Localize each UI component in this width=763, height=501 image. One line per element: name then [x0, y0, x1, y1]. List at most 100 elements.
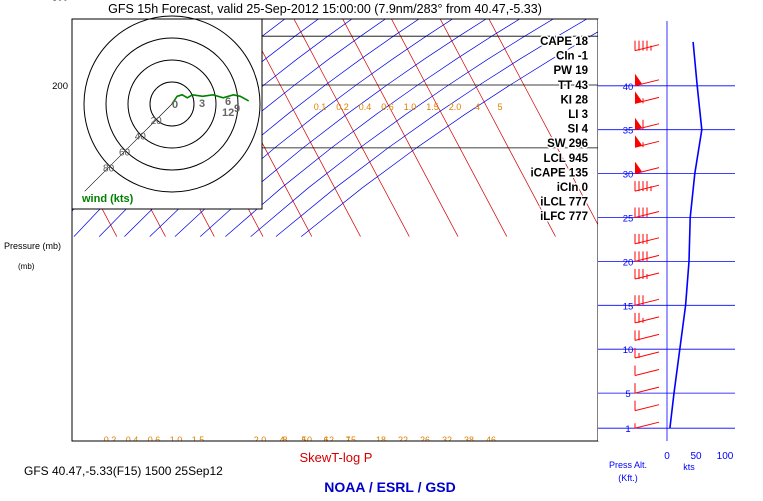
index-li: LI 3	[568, 109, 588, 121]
hodograph-ring	[105, 37, 239, 171]
pressure-axis-unit: (mb)	[18, 262, 35, 271]
wind-barb	[634, 233, 660, 245]
dry-adiabat	[275, 19, 588, 237]
stability-indices: CAPE 18 CIn -1 PW 19 TT 43 KI 28 LI 3 SI 4 SW 2…	[529, 35, 590, 225]
dry-adiabat	[72, 19, 286, 212]
hodograph-hour-mark: 0	[172, 99, 178, 111]
dry-adiabat	[73, 19, 319, 237]
wind-barb	[634, 181, 660, 192]
wind-barb	[634, 421, 660, 429]
alt-tick-label: 1	[625, 424, 630, 435]
mixing-ratio-label-bottom: 46	[486, 435, 496, 445]
mixing-ratio-label-bottom: 32	[442, 435, 452, 445]
mixing-ratio-label-top: 5	[497, 102, 502, 112]
hodograph-ring	[149, 81, 195, 127]
mixing-ratio-label-bottom: 10	[302, 435, 312, 445]
pressure-tick-label: 300	[52, 0, 68, 3]
hodograph-hour-mark: 3	[199, 98, 205, 110]
hodograph-hour-mark: 12	[222, 107, 234, 119]
mixing-ratio-label-bottom: 15	[346, 435, 356, 445]
index-ki: KI 28	[561, 94, 589, 106]
isotherm	[342, 19, 459, 237]
wind-barb	[634, 365, 660, 376]
mixing-ratio-label-top: 0.6	[381, 102, 394, 112]
chart-title: GFS 15h Forecast, valid 25-Sep-2012 15:0…	[108, 2, 542, 16]
wind-barb-pennant	[635, 117, 642, 130]
alt-tick-label: 5	[625, 389, 630, 400]
mixing-ratio-label-bottom: 0.6	[148, 435, 161, 445]
mixing-ratio-label-bottom: 26	[420, 435, 430, 445]
mixing-ratio-label-bottom: 12	[324, 435, 334, 445]
index-icin: iCIn 0	[557, 182, 588, 194]
index-tt: TT 43	[558, 80, 588, 92]
mixing-ratio-label-top: 2.0	[449, 102, 462, 112]
wind-barb	[634, 91, 660, 104]
mixing-ratio-label-bottom: 22	[398, 435, 408, 445]
wind-barb	[634, 135, 660, 148]
wind-barb-pennant	[635, 91, 642, 104]
wind-barb	[634, 40, 660, 52]
mixing-ratio-label-bottom: 6	[323, 435, 328, 445]
hodograph-ring	[83, 15, 261, 193]
hodograph-frame	[71, 18, 263, 210]
hodograph-trace	[171, 93, 250, 105]
alt-tick-label: 30	[623, 170, 634, 181]
wind-barb	[634, 295, 660, 306]
isotherm	[293, 19, 410, 237]
wind-barb	[634, 117, 660, 131]
press-alt-label: Press Alt.	[609, 460, 647, 470]
mixing-ratio-label-bottom: 0.2	[104, 435, 117, 445]
hodograph-hour-mark: 9	[234, 103, 240, 115]
wind-barb	[634, 251, 660, 262]
dry-adiabat	[149, 19, 420, 237]
wind-barb	[634, 312, 660, 324]
wind-barb-staff	[634, 140, 660, 148]
alt-tick-label: 10	[623, 345, 634, 356]
wind-barb-staff	[634, 167, 660, 175]
wind-barb-pennant	[635, 73, 642, 86]
mixing-ratio-label-bottom: 1.5	[192, 435, 205, 445]
dry-adiabat	[250, 19, 554, 237]
index-sw: SW 296	[547, 138, 588, 150]
mixing-ratio-label-bottom: 1.0	[170, 435, 183, 445]
hodograph-hour-mark: 6	[225, 96, 231, 108]
mixing-ratio-label-top: 0.2	[336, 102, 349, 112]
mixing-ratio-label-top: 0.1	[314, 102, 327, 112]
index-si: SI 4	[568, 124, 589, 136]
wind-barb	[634, 73, 660, 87]
hodograph-ring-label: 20	[151, 116, 163, 127]
mixing-ratio-label-top: 1.0	[404, 102, 417, 112]
wind-barb-staff	[634, 404, 660, 412]
index-cin: CIn -1	[556, 51, 589, 63]
hodograph-ring	[127, 59, 217, 149]
wind-barb-staff	[634, 421, 660, 429]
wind-speed-tick: 0	[664, 451, 670, 462]
plot-type-label: SkewT-log P	[300, 450, 373, 465]
wind-barb-pennant	[635, 135, 642, 148]
mixing-ratio-label-top: 4	[475, 102, 480, 112]
wind-barb	[634, 268, 660, 280]
mixing-ratio-label-bottom: 7	[345, 435, 350, 445]
wind-barb-staff	[634, 386, 660, 394]
alt-tick-label: 15	[623, 301, 634, 312]
hodograph-ring-label: 60	[119, 148, 131, 159]
wind-barb	[634, 400, 660, 412]
hodograph-label: wind (kts)	[81, 193, 134, 205]
alt-tick-label: 40	[623, 82, 634, 93]
alt-tick-label: 35	[623, 126, 634, 137]
index-ilfc: iLFC 777	[540, 211, 588, 223]
kft-label: (Kft.)	[618, 473, 638, 483]
mixing-ratio-label-bottom: 5	[301, 435, 306, 445]
mixing-ratio-label-bottom: 18	[376, 435, 386, 445]
wind-barb-staff	[634, 96, 660, 104]
hodograph-ring-label: 40	[135, 132, 147, 143]
dry-adiabat	[174, 19, 454, 237]
index-icape: iCAPE 135	[530, 167, 588, 179]
pressure-axis-label: Pressure (mb)	[4, 241, 61, 251]
wind-speed-profile	[669, 41, 703, 429]
dry-adiabat	[225, 19, 521, 237]
